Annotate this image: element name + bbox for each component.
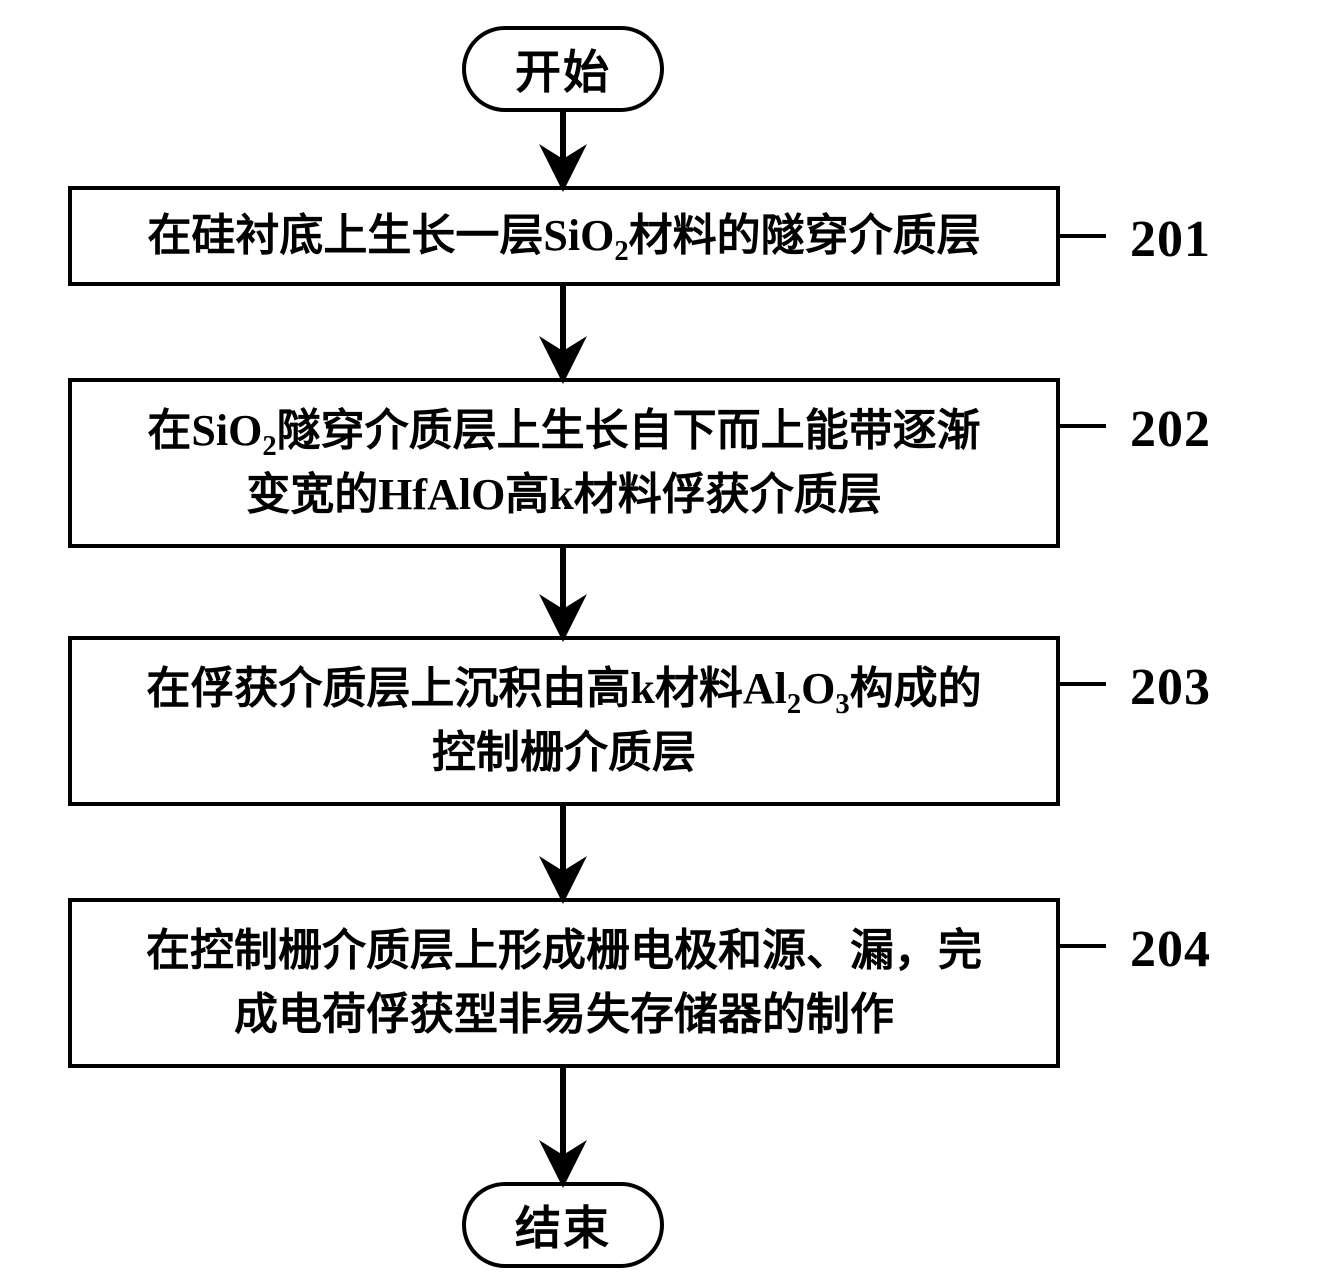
label-tick-202 [1060, 424, 1106, 428]
process-step-204: 在控制栅介质层上形成栅电极和源、漏，完成电荷俘获型非易失存储器的制作 [68, 898, 1060, 1068]
terminator-start-label: 开始 [515, 36, 611, 102]
label-tick-201 [1060, 234, 1106, 238]
label-tick-203 [1060, 682, 1106, 686]
process-step-204-text: 在控制栅介质层上形成栅电极和源、漏，完成电荷俘获型非易失存储器的制作 [146, 919, 982, 1047]
process-step-201: 在硅衬底上生长一层SiO2材料的隧穿介质层 [68, 186, 1060, 286]
step-label-202: 202 [1130, 400, 1211, 459]
step-label-201: 201 [1130, 210, 1211, 269]
process-step-202-text: 在SiO2隧穿介质层上生长自下而上能带逐渐变宽的HfAlO高k材料俘获介质层 [147, 399, 980, 527]
step-label-203: 203 [1130, 658, 1211, 717]
step-label-204: 204 [1130, 920, 1211, 979]
label-tick-204 [1060, 944, 1106, 948]
process-step-201-text: 在硅衬底上生长一层SiO2材料的隧穿介质层 [147, 204, 980, 268]
terminator-start: 开始 [462, 26, 664, 112]
process-step-202: 在SiO2隧穿介质层上生长自下而上能带逐渐变宽的HfAlO高k材料俘获介质层 [68, 378, 1060, 548]
flowchart-canvas: 开始 在硅衬底上生长一层SiO2材料的隧穿介质层 201 在SiO2隧穿介质层上… [0, 0, 1338, 1286]
process-step-203-text: 在俘获介质层上沉积由高k材料Al2O3构成的控制栅介质层 [146, 657, 981, 785]
terminator-end-label: 结束 [515, 1192, 611, 1258]
process-step-203: 在俘获介质层上沉积由高k材料Al2O3构成的控制栅介质层 [68, 636, 1060, 806]
terminator-end: 结束 [462, 1182, 664, 1268]
